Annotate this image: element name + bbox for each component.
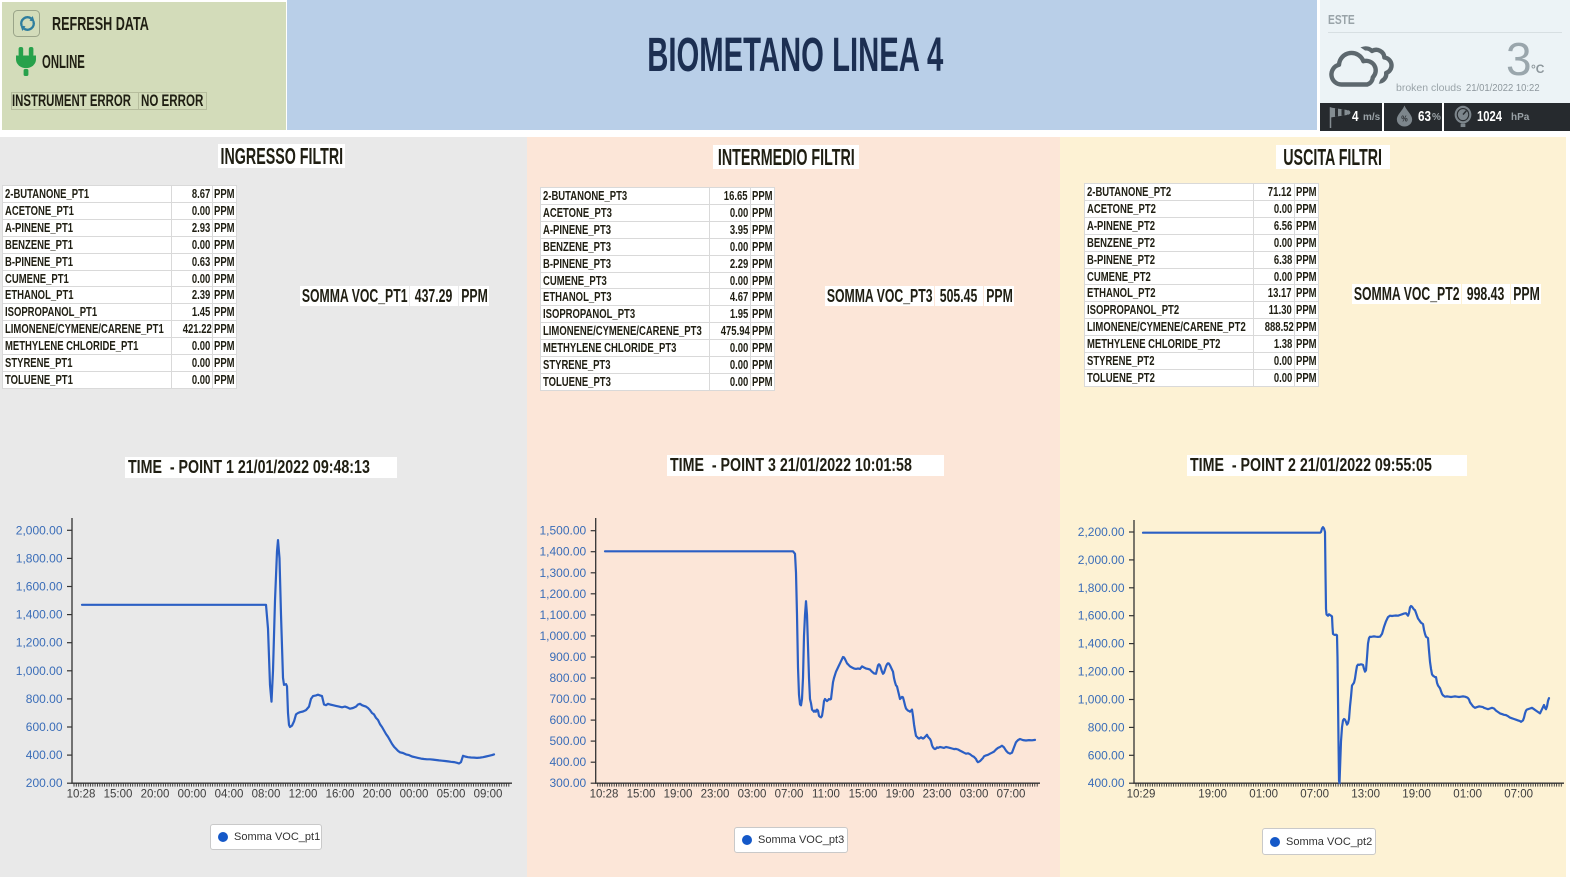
svg-text:03:00: 03:00	[960, 789, 989, 801]
svg-text:19:00: 19:00	[886, 789, 915, 801]
svg-text:300.00: 300.00	[549, 776, 586, 790]
svg-text:1,400.00: 1,400.00	[539, 545, 586, 559]
svg-text:03:00: 03:00	[738, 789, 767, 801]
svg-text:15:00: 15:00	[849, 789, 878, 801]
svg-text:08:00: 08:00	[252, 789, 281, 801]
svg-text:15:00: 15:00	[104, 789, 133, 801]
svg-text:1,000.00: 1,000.00	[16, 664, 63, 678]
svg-text:2,000.00: 2,000.00	[1078, 553, 1125, 567]
svg-text:09:00: 09:00	[474, 789, 503, 801]
svg-text:600.00: 600.00	[549, 713, 586, 727]
svg-text:400.00: 400.00	[1088, 776, 1125, 790]
svg-text:00:00: 00:00	[178, 789, 207, 801]
svg-text:1,800.00: 1,800.00	[1078, 581, 1125, 595]
svg-text:600.00: 600.00	[26, 720, 63, 734]
svg-text:400.00: 400.00	[549, 755, 586, 769]
svg-text:01:00: 01:00	[1249, 789, 1278, 801]
svg-text:20:00: 20:00	[363, 789, 392, 801]
svg-text:00:00: 00:00	[400, 789, 429, 801]
svg-text:800.00: 800.00	[1088, 720, 1125, 734]
svg-text:23:00: 23:00	[701, 789, 730, 801]
svg-text:600.00: 600.00	[1088, 748, 1125, 762]
svg-text:1,500.00: 1,500.00	[539, 524, 586, 538]
svg-text:1,800.00: 1,800.00	[16, 551, 63, 565]
svg-text:01:00: 01:00	[1453, 789, 1482, 801]
svg-text:2,000.00: 2,000.00	[16, 523, 63, 537]
svg-text:1,000.00: 1,000.00	[539, 629, 586, 643]
svg-text:1,600.00: 1,600.00	[16, 580, 63, 594]
svg-text:900.00: 900.00	[549, 650, 586, 664]
svg-text:1,300.00: 1,300.00	[539, 566, 586, 580]
svg-text:1,600.00: 1,600.00	[1078, 609, 1125, 623]
svg-text:500.00: 500.00	[549, 734, 586, 748]
svg-text:1,200.00: 1,200.00	[539, 587, 586, 601]
svg-text:1,000.00: 1,000.00	[1078, 693, 1125, 707]
svg-text:800.00: 800.00	[549, 671, 586, 685]
svg-text:04:00: 04:00	[215, 789, 244, 801]
svg-text:15:00: 15:00	[627, 789, 656, 801]
svg-text:2,200.00: 2,200.00	[1078, 525, 1125, 539]
svg-text:19:00: 19:00	[1402, 789, 1431, 801]
svg-text:19:00: 19:00	[664, 789, 693, 801]
svg-text:07:00: 07:00	[1504, 789, 1533, 801]
svg-text:11:00: 11:00	[812, 789, 840, 801]
svg-text:400.00: 400.00	[26, 748, 63, 762]
svg-text:%: %	[1401, 114, 1408, 124]
svg-text:13:00: 13:00	[1351, 789, 1380, 801]
svg-text:700.00: 700.00	[549, 692, 586, 706]
svg-text:07:00: 07:00	[997, 789, 1026, 801]
svg-text:10:29: 10:29	[1127, 789, 1156, 801]
svg-text:10:28: 10:28	[67, 789, 96, 801]
svg-text:800.00: 800.00	[26, 692, 63, 706]
svg-text:1,200.00: 1,200.00	[1078, 665, 1125, 679]
svg-text:23:00: 23:00	[923, 789, 952, 801]
svg-text:07:00: 07:00	[775, 789, 804, 801]
svg-text:200.00: 200.00	[26, 776, 63, 790]
svg-text:20:00: 20:00	[141, 789, 170, 801]
svg-text:1,200.00: 1,200.00	[16, 636, 63, 650]
svg-text:05:00: 05:00	[437, 789, 466, 801]
svg-text:16:00: 16:00	[326, 789, 355, 801]
svg-text:07:00: 07:00	[1300, 789, 1329, 801]
svg-text:1,400.00: 1,400.00	[1078, 637, 1125, 651]
svg-text:10:28: 10:28	[590, 789, 619, 801]
svg-text:1,100.00: 1,100.00	[539, 608, 586, 622]
svg-text:12:00: 12:00	[289, 789, 318, 801]
svg-text:1,400.00: 1,400.00	[16, 608, 63, 622]
svg-text:19:00: 19:00	[1198, 789, 1227, 801]
